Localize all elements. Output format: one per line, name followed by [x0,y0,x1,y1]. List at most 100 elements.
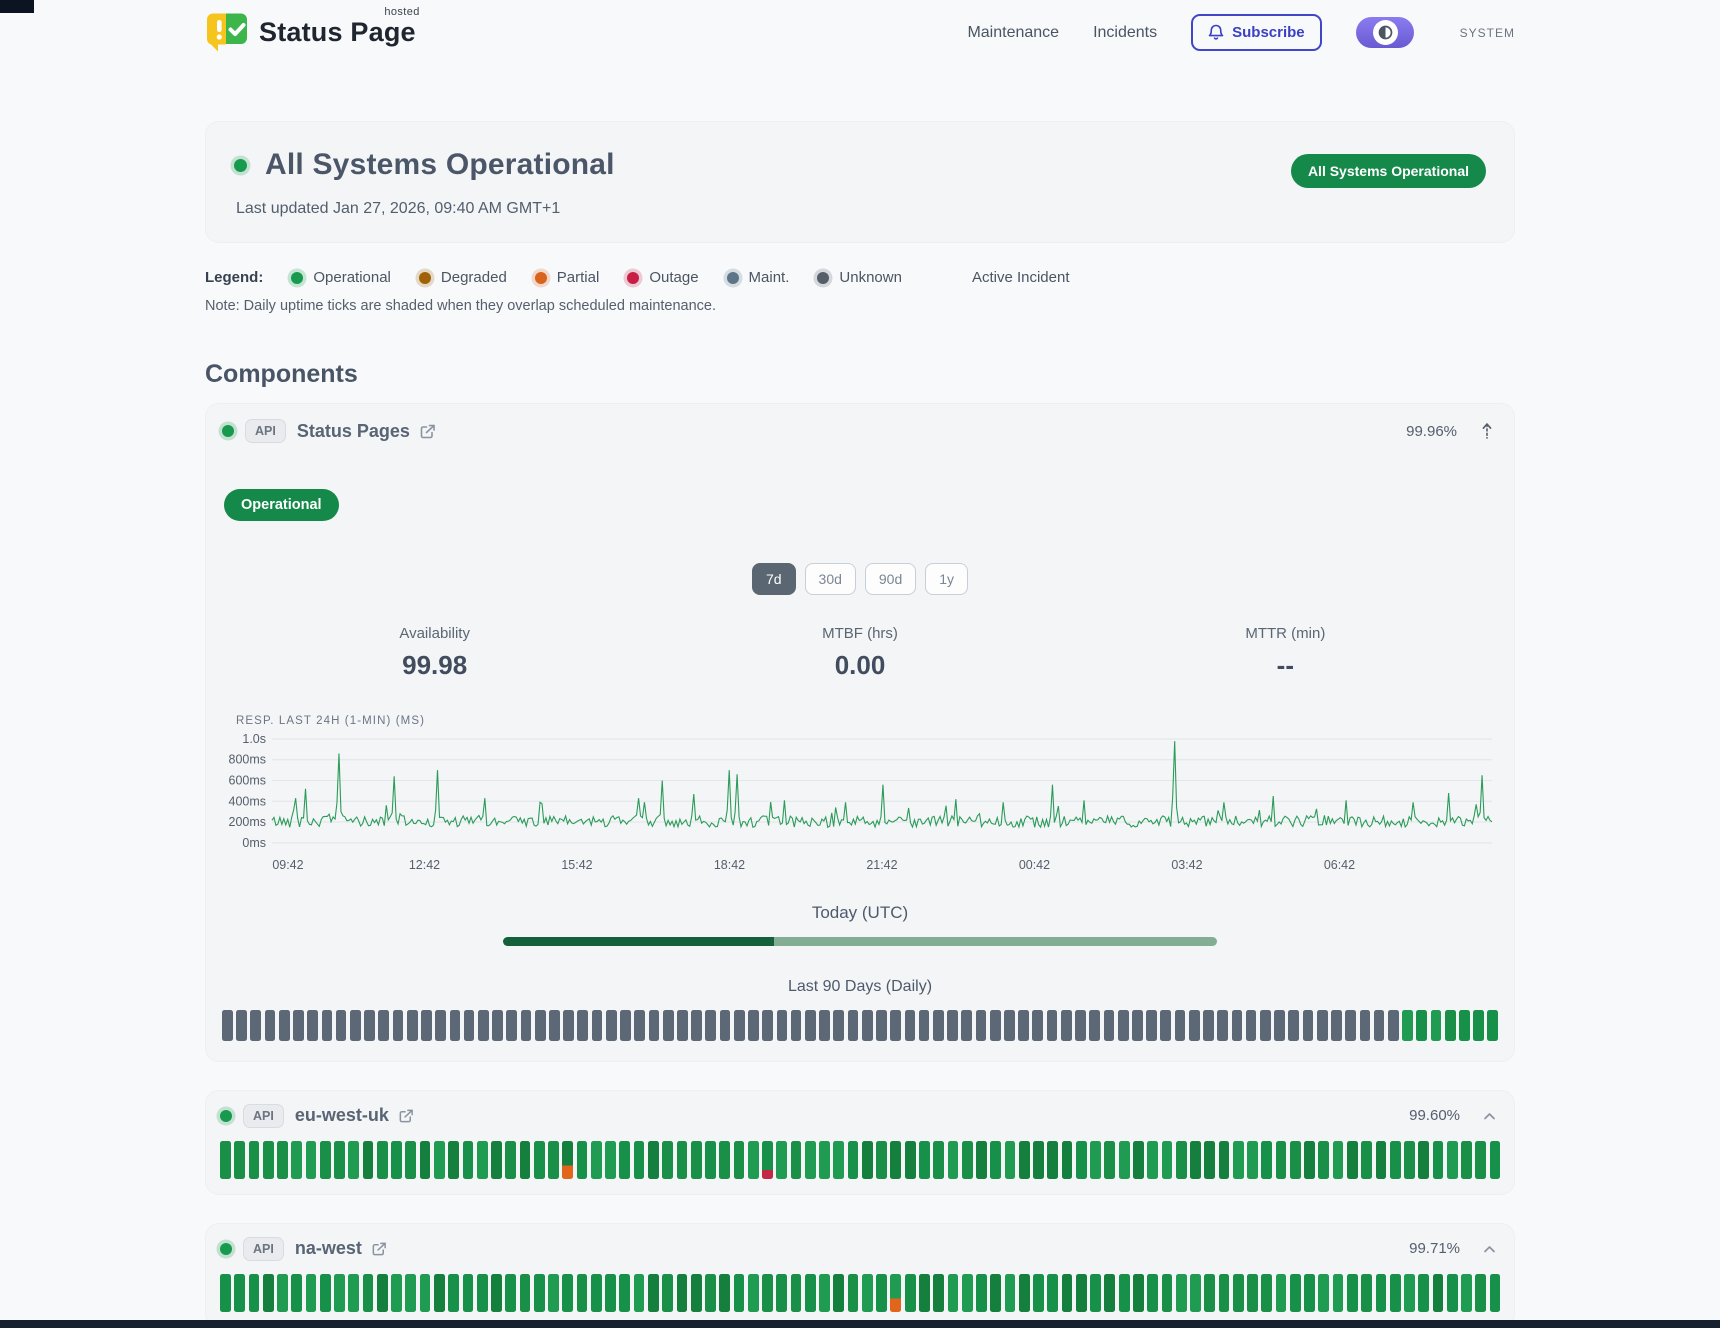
chart-title: RESP. LAST 24H (1-MIN) (MS) [236,715,426,727]
uptime-tick-op [1261,1140,1273,1179]
component-uptime-percent: 99.71% [1409,1240,1460,1258]
uptime-tick-op [1489,1140,1501,1179]
uptime-tick-op [1332,1140,1344,1179]
svg-text:0ms: 0ms [242,836,266,850]
legend-item-operational: Operational [291,269,391,286]
uptime-tick-op [1175,1273,1187,1312]
component-status-dot [220,1109,232,1122]
uptime-tick-op [1444,1009,1456,1041]
uptime-tick-op [533,1140,545,1179]
expand-chevron-icon[interactable] [1479,1109,1500,1123]
uptime-tick-op [662,1273,673,1312]
collapse-arrow-icon[interactable] [1476,419,1498,443]
uptime-tick-op [733,1273,745,1312]
nav-link-maintenance[interactable]: Maintenance [967,23,1060,41]
uptime-tick-nodata [1245,1009,1257,1041]
uptime-tick-nodata [335,1009,347,1041]
svg-text:400ms: 400ms [229,794,266,808]
uptime-tick-op [1204,1140,1216,1179]
uptime-tick-nodata [719,1009,731,1041]
subscribe-button[interactable]: Subscribe [1191,14,1322,51]
uptime-tick-op [904,1273,916,1312]
range-button-90d[interactable]: 90d [864,563,917,595]
uptime-tick-op [804,1273,816,1312]
uptime-tick-nodata [591,1009,603,1041]
uptime-tick-op [277,1273,288,1312]
uptime-tick-nodata [833,1009,845,1041]
uptime-tick-op [362,1140,374,1179]
uptime-tick-nodata [776,1009,788,1041]
uptime-tick-nodata [1359,1009,1371,1041]
legend-row: Legend: Operational Degraded Partial Outage… [205,269,1515,286]
uptime-tick-op [847,1273,859,1312]
expand-chevron-icon[interactable] [1479,1242,1500,1256]
uptime-tick-op [1033,1273,1044,1312]
legend-item-label: Degraded [440,269,507,286]
uptime-tick-op [1075,1273,1087,1312]
overall-status-dot [234,158,247,172]
uptime-tick-nodata [406,1009,418,1041]
metric-value: 0.00 [834,650,886,680]
uptime-tick-op [676,1273,688,1312]
component-name: Status Pages [296,420,410,441]
uptime-tick-nodata [804,1009,816,1041]
range-button-1y[interactable]: 1y [925,563,969,595]
uptime-tick-op [1459,1009,1470,1041]
component-name-link[interactable]: eu-west-uk [295,1105,414,1126]
component-status-dot [220,1242,232,1255]
uptime-tick-op [690,1140,702,1179]
uptime-tick-op [1432,1273,1444,1312]
uptime-tick-op [405,1273,417,1312]
range-button-7d[interactable]: 7d [751,563,796,595]
uptime-tick-op [491,1140,502,1179]
uptime-tick-nodata [662,1009,674,1041]
nav-link-incidents[interactable]: Incidents [1093,23,1158,41]
uptime-tick-nodata [307,1009,319,1041]
metric-label: MTTR (min) [1245,625,1326,642]
svg-text:03:42: 03:42 [1171,858,1202,872]
component-status-dot [222,425,234,437]
component-name-link[interactable]: na-west [295,1238,387,1259]
overall-status-badge: All Systems Operational [1290,154,1486,188]
uptime-tick-op [876,1140,887,1179]
external-link-icon [371,1241,387,1257]
uptime-tick-outage [762,1140,773,1179]
uptime-tick-op [647,1140,659,1179]
uptime-tick-op [1418,1140,1430,1179]
uptime-tick-nodata [790,1009,802,1041]
history-90d-label: Last 90 Days (Daily) [787,977,933,995]
svg-text:600ms: 600ms [229,774,266,788]
uptime-tick-op [819,1273,830,1312]
uptime-tick-op [448,1140,460,1179]
uptime-tick-op [1375,1273,1387,1312]
theme-toggle[interactable] [1355,17,1414,48]
uptime-tick-op [291,1273,303,1312]
range-button-30d[interactable]: 30d [804,563,856,595]
component-name-link[interactable]: Status Pages [297,421,436,442]
uptime-tick-op [562,1273,574,1312]
uptime-tick-op [876,1273,887,1312]
uptime-tick-op [804,1140,816,1179]
contrast-icon [1378,25,1393,40]
uptime-tick-op [633,1140,645,1179]
legend-label: Legend: [205,269,264,286]
uptime-ticks-90d [220,1140,1501,1179]
uptime-tick-op [776,1273,788,1312]
brand[interactable]: Status Page hosted [205,6,419,53]
uptime-tick-nodata [961,1009,973,1041]
svg-text:18:42: 18:42 [714,858,745,872]
uptime-tick-op [1161,1140,1173,1179]
uptime-tick-op [319,1273,331,1312]
uptime-tick-op [1346,1140,1358,1179]
uptime-tick-op [861,1273,873,1312]
metric-mttr-min-: MTTR (min) -- [1073,625,1498,681]
uptime-tick-op [747,1140,759,1179]
uptime-tick-op [1204,1273,1216,1312]
uptime-tick-nodata [648,1009,660,1041]
uptime-tick-op [1047,1140,1059,1179]
uptime-tick-op [919,1140,930,1179]
brand-logo-icon [205,12,249,53]
legend-item-label: Maint. [748,269,790,286]
uptime-tick-nodata [1089,1009,1101,1041]
uptime-tick-op [1475,1273,1487,1312]
